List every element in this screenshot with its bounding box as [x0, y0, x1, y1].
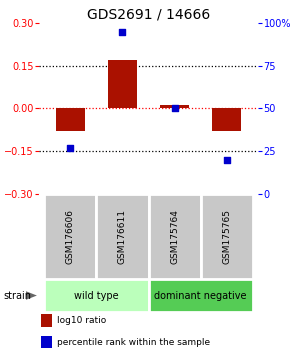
Text: GSM175765: GSM175765: [222, 209, 231, 264]
Bar: [160, 105, 189, 108]
Bar: [96, 194, 148, 279]
Bar: [44, 279, 148, 312]
Bar: [44, 194, 96, 279]
Point: [224, 157, 229, 162]
Text: strain: strain: [3, 291, 31, 301]
Text: GSM175764: GSM175764: [170, 209, 179, 264]
Point: [172, 105, 177, 111]
Text: log10 ratio: log10 ratio: [56, 316, 106, 325]
Bar: [212, 108, 241, 131]
Title: GDS2691 / 14666: GDS2691 / 14666: [87, 8, 210, 22]
Polygon shape: [26, 291, 37, 300]
Text: dominant negative: dominant negative: [154, 291, 247, 301]
Bar: [148, 194, 201, 279]
Bar: [56, 108, 85, 131]
Text: GSM176606: GSM176606: [66, 209, 75, 264]
Text: GSM176611: GSM176611: [118, 209, 127, 264]
Bar: [41, 336, 52, 348]
Point: [68, 145, 73, 150]
Bar: [148, 279, 253, 312]
Point: [120, 29, 125, 34]
Text: percentile rank within the sample: percentile rank within the sample: [56, 337, 210, 347]
Bar: [108, 60, 137, 108]
Bar: [41, 314, 52, 327]
Bar: [201, 194, 253, 279]
Text: wild type: wild type: [74, 291, 119, 301]
